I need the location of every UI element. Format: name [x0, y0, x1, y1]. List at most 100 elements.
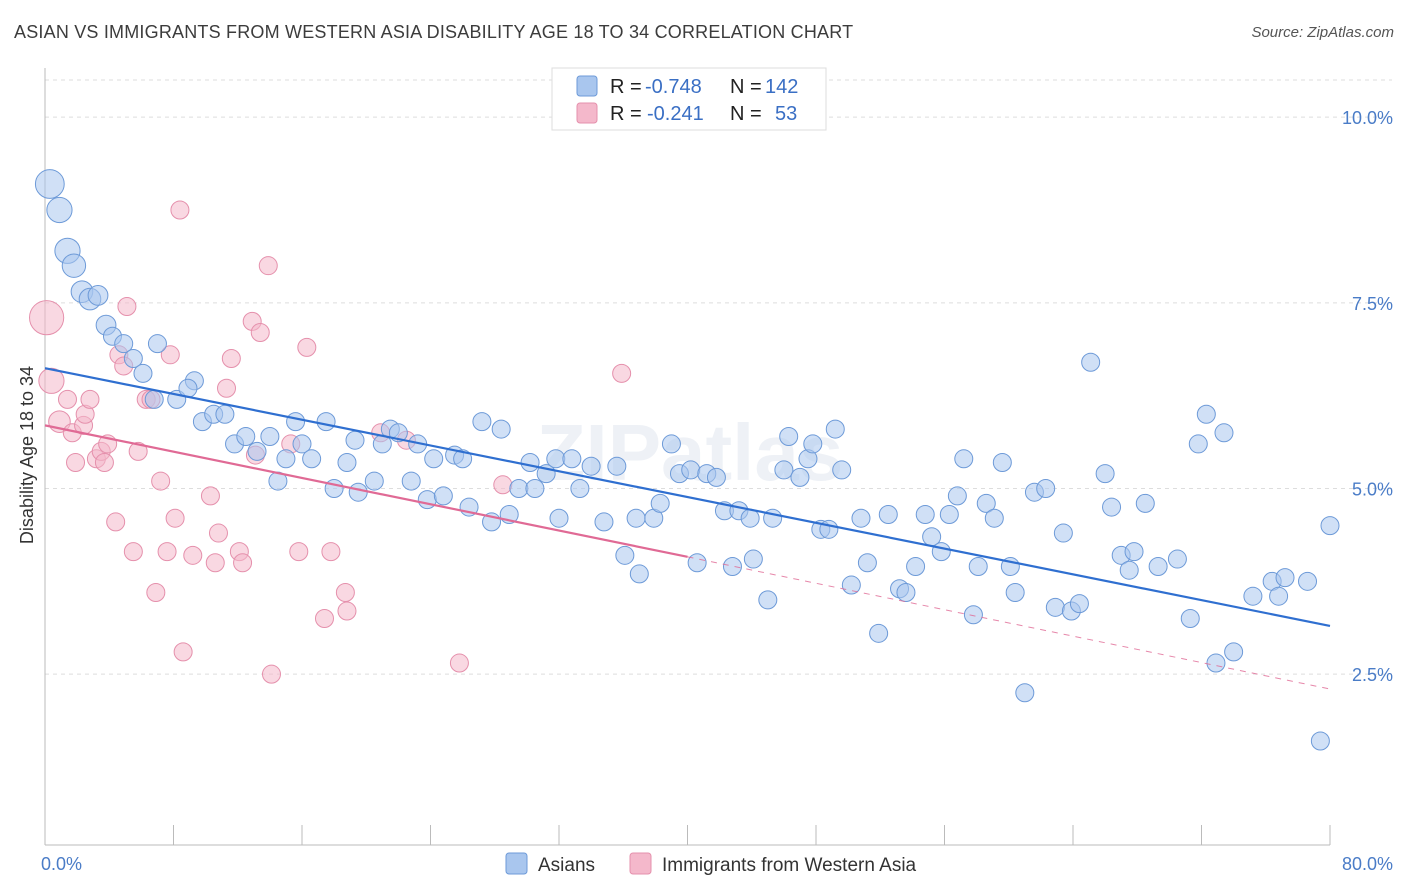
asian-point — [520, 453, 540, 472]
asian-point — [825, 419, 845, 439]
legend-swatch-immigrants — [576, 102, 598, 124]
asian-point — [629, 564, 649, 584]
immigrants-trend-extension — [687, 556, 1331, 690]
y-tick-label: 7.5% — [1352, 294, 1393, 314]
asian-point — [841, 575, 861, 595]
legend-n-value-1: 142 — [765, 76, 798, 98]
immigrants-point — [66, 453, 86, 472]
asian-point — [1167, 549, 1187, 569]
bottom-legend-label-immigrants: Immigrants from Western Asia — [662, 855, 917, 876]
asian-point — [276, 449, 296, 469]
asian-point — [260, 427, 280, 447]
asian-point — [364, 471, 384, 491]
asian-point — [424, 449, 444, 469]
asian-point — [1180, 608, 1200, 628]
asian-point — [1102, 497, 1122, 517]
legend-r-value-2: -0.241 — [647, 103, 704, 125]
asian-point — [292, 434, 312, 454]
asian-point — [626, 508, 646, 528]
y-axis-label: Disability Age 18 to 34 — [17, 366, 37, 544]
immigrants-point — [80, 389, 100, 409]
legend-n-label-2: N = — [730, 103, 762, 125]
asian-point — [337, 453, 357, 472]
asian-point — [123, 349, 143, 369]
asian-point — [954, 449, 974, 469]
legend-swatch-asians — [576, 75, 598, 97]
asian-point — [790, 467, 810, 487]
asian-point — [706, 467, 726, 487]
asian-point — [1243, 586, 1263, 606]
asian-point — [681, 460, 701, 480]
asian-point — [1005, 582, 1025, 602]
legend-r-label-1: R = — [610, 76, 642, 98]
asian-point — [906, 556, 926, 576]
asian-point — [1320, 516, 1340, 536]
immigrants-point — [117, 297, 137, 317]
immigrants-point — [183, 545, 203, 565]
immigrants-point — [173, 642, 193, 662]
immigrants-point — [250, 323, 270, 343]
asian-point — [857, 553, 877, 573]
asian-point — [46, 196, 73, 224]
immigrants-point — [289, 542, 309, 562]
immigrants-point — [449, 653, 469, 673]
immigrants-trend-line — [44, 424, 688, 558]
asian-point — [316, 412, 336, 432]
immigrants-point — [205, 553, 225, 573]
y-tick-label: 5.0% — [1352, 479, 1393, 499]
asian-point — [133, 363, 153, 383]
asian-point — [1119, 560, 1139, 580]
immigrants-point — [221, 349, 241, 369]
asian-point — [687, 553, 707, 573]
immigrants-point — [146, 582, 166, 602]
asian-point — [722, 556, 742, 576]
x-tick-label-max: 80.0% — [1342, 854, 1393, 874]
asian-point — [1148, 556, 1168, 576]
legend-n-value-2: 53 — [775, 103, 797, 125]
asian-point — [144, 389, 164, 409]
asian-point — [896, 582, 916, 602]
asian-point — [1045, 597, 1065, 617]
asian-point — [1081, 352, 1101, 372]
asian-point — [215, 404, 235, 424]
asian-point — [803, 434, 823, 454]
asian-point — [607, 456, 627, 476]
asian-point — [650, 493, 670, 513]
bottom-legend: Asians Immigrants from Western Asia — [505, 852, 917, 876]
y-tick-labels: 2.5% 5.0% 7.5% 10.0% — [1342, 108, 1393, 685]
asian-point — [1214, 423, 1234, 443]
asian-point — [915, 504, 935, 524]
asian-point — [236, 427, 256, 447]
asian-point — [947, 486, 967, 506]
x-tick-labels: 0.0% 80.0% — [41, 854, 1393, 874]
immigrants-point — [160, 345, 180, 365]
immigrants-point — [123, 542, 143, 562]
bottom-legend-label-asians: Asians — [538, 855, 595, 876]
asian-point — [1095, 464, 1115, 484]
immigrants-point — [335, 582, 355, 602]
immigrants-point — [321, 542, 341, 562]
asian-point — [570, 478, 590, 498]
immigrants-point — [106, 512, 126, 532]
asian-point — [963, 605, 983, 625]
asian-point — [302, 449, 322, 469]
immigrants-point — [233, 553, 253, 573]
asian-point — [1275, 568, 1295, 588]
asian-point — [869, 623, 889, 643]
asian-point — [779, 427, 799, 447]
asian-point — [661, 434, 681, 454]
x-tick-label-min: 0.0% — [41, 854, 82, 874]
immigrants-point — [157, 542, 177, 562]
legend-frame — [551, 67, 827, 131]
immigrants-point — [208, 523, 228, 543]
legend-box: R = -0.748 N = 142 R = -0.241 N = 53 — [551, 67, 827, 131]
asian-point — [939, 504, 959, 524]
asian-point — [1036, 478, 1056, 498]
y-tick-label: 10.0% — [1342, 108, 1393, 128]
immigrants-point — [337, 601, 357, 621]
asian-points — [34, 169, 1340, 751]
asian-point — [984, 508, 1004, 528]
immigrants-point — [261, 664, 281, 684]
asian-point — [1135, 493, 1155, 513]
immigrants-point — [94, 453, 114, 472]
